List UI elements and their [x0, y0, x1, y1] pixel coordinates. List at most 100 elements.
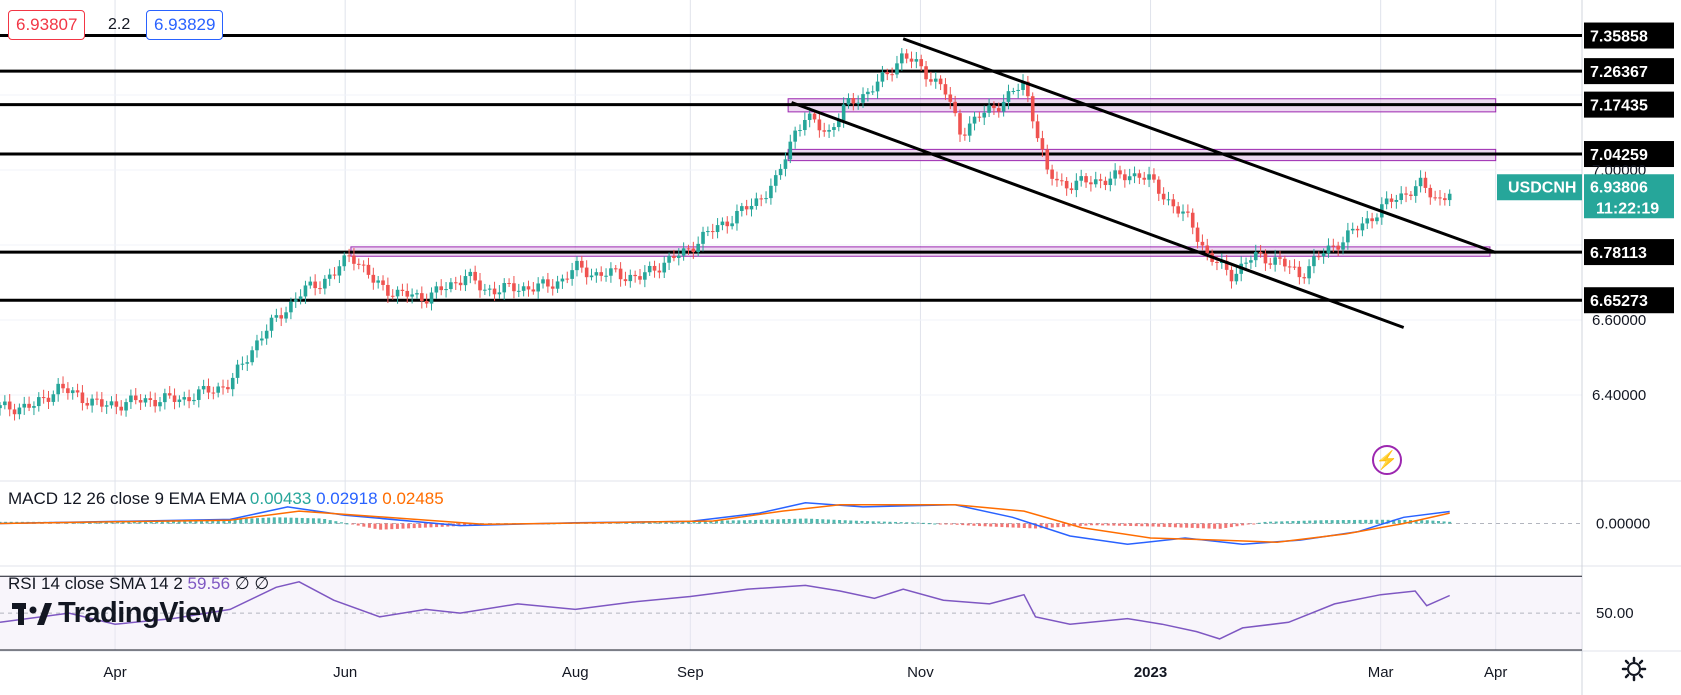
candle-body — [1016, 89, 1020, 91]
candle-body — [914, 59, 919, 62]
candle-body — [836, 120, 841, 128]
candle-body — [434, 286, 439, 293]
macd-hist-bar — [194, 520, 198, 524]
candle-body — [1404, 193, 1408, 195]
candle-body — [133, 395, 138, 401]
candle-body — [895, 63, 899, 75]
symbol-tag — [1497, 174, 1582, 201]
x-tick-label: Mar — [1368, 664, 1394, 681]
candle-body — [260, 338, 264, 341]
macd-hist-bar — [871, 521, 875, 524]
macd-hist-bar — [345, 523, 349, 525]
candle-body — [1045, 149, 1050, 170]
sell-price-button[interactable]: 6.93807 — [8, 10, 86, 40]
candle-body — [1316, 256, 1321, 258]
macd-hist-bar — [1375, 519, 1379, 524]
candle-body — [1428, 187, 1433, 198]
buy-price-button[interactable]: 6.93829 — [146, 10, 224, 40]
candle-body — [507, 283, 511, 285]
candle-body — [885, 72, 890, 75]
candle-body — [420, 293, 424, 301]
macd-hist-bar — [116, 521, 120, 524]
macd-hist-bar — [216, 519, 220, 524]
candle-body — [1287, 266, 1292, 268]
candle-body — [390, 295, 395, 297]
macd-hist-bar — [838, 520, 842, 524]
candle-body — [153, 399, 157, 407]
macd-hist-bar — [1369, 519, 1373, 524]
candle-body — [497, 292, 502, 295]
macd-hist-bar — [1207, 523, 1211, 529]
candle-body — [1137, 173, 1142, 178]
macd-hist-bar — [1112, 523, 1116, 526]
candle-body — [41, 397, 46, 399]
candle-body — [1123, 174, 1127, 181]
x-tick-label: Jun — [333, 664, 357, 681]
candle-body — [754, 198, 759, 206]
candle-body — [575, 260, 579, 271]
macd-hist-bar — [244, 518, 248, 524]
macd-hist-bar — [994, 523, 998, 527]
macd-hist-bar — [1229, 523, 1233, 528]
macd-hist-bar — [407, 523, 411, 529]
macd-hist-bar — [149, 521, 153, 524]
trendline — [791, 101, 1405, 329]
candle-body — [66, 388, 70, 394]
candle-body — [313, 281, 317, 289]
candle-body — [1355, 228, 1360, 231]
tradingview-logo[interactable]: TradingView — [12, 597, 223, 630]
macd-hist-bar — [983, 523, 987, 527]
candle-body — [793, 130, 797, 142]
macd-hist-bar — [1151, 523, 1155, 527]
candle-body — [1350, 228, 1355, 231]
candle-body — [114, 401, 119, 407]
macd-hist-value: 0.00433 — [250, 489, 316, 508]
macd-hist-bar — [1397, 519, 1401, 524]
macd-hist-bar — [1201, 523, 1205, 529]
x-tick-label: Nov — [907, 664, 934, 681]
macd-hist-bar — [1162, 523, 1166, 527]
candle-body — [109, 401, 114, 406]
macd-hist-bar — [1050, 523, 1054, 528]
candle-body — [356, 263, 361, 265]
support-resistance-zones — [350, 98, 1497, 257]
candle-body — [1258, 252, 1263, 254]
candle-body — [240, 363, 245, 365]
candle-body — [1268, 263, 1273, 265]
candle-body — [289, 301, 293, 313]
axes: Apr Jun Aug Sep Nov 2023 Mar Apr — [103, 664, 1507, 681]
candle-body — [163, 393, 167, 403]
candle-body — [1394, 199, 1399, 202]
candle-body — [584, 267, 589, 278]
candle-body — [473, 271, 477, 281]
candle-body — [1443, 198, 1447, 201]
candle-body — [987, 105, 991, 113]
candle-body — [255, 340, 259, 351]
candle-body — [196, 389, 201, 400]
candle-body — [749, 205, 754, 210]
candle-body — [735, 210, 739, 224]
candle-body — [1195, 227, 1200, 242]
macd-hist-bar — [1224, 523, 1228, 528]
candle-body — [1026, 81, 1030, 97]
candle-body — [245, 362, 250, 364]
macd-hist-bar — [351, 523, 355, 525]
candle-body — [36, 397, 41, 407]
candle-body — [890, 74, 894, 76]
candle-body — [458, 282, 463, 286]
macd-hist-bar — [877, 521, 881, 524]
gear-icon[interactable] — [1621, 656, 1647, 682]
candle-body — [870, 91, 875, 93]
candle-body — [1346, 230, 1350, 243]
macd-hist-bar — [815, 519, 819, 524]
candle-body — [415, 293, 419, 295]
macd-hist-bar — [110, 521, 114, 524]
candle-body — [90, 398, 94, 406]
x-tick-label: Apr — [103, 664, 126, 681]
macd-hist-bar — [379, 523, 383, 530]
candle-body — [992, 105, 996, 109]
lightning-icon[interactable]: ⚡ — [1372, 445, 1402, 475]
macd-hist-bar — [1325, 520, 1329, 524]
macd-hist-bar — [692, 520, 696, 524]
